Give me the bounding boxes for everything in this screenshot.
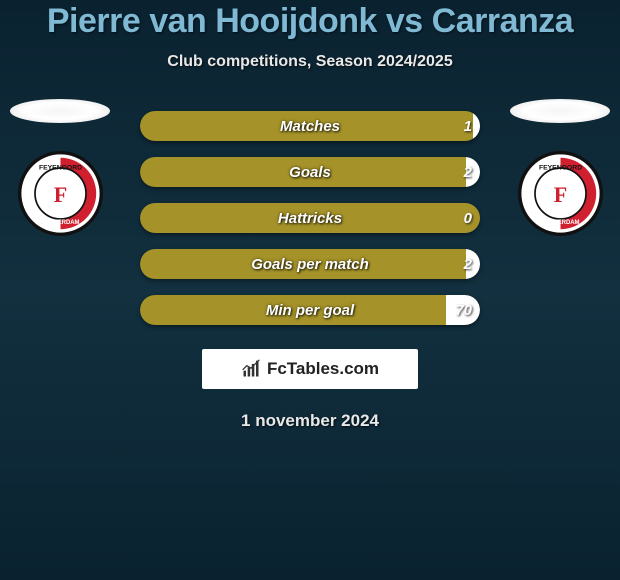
club-left-logo: FEYENOORD ROTTERDAM F bbox=[18, 151, 103, 236]
stat-fill-left bbox=[140, 111, 473, 141]
stat-fill-left bbox=[140, 249, 466, 279]
player-right: FEYENOORD ROTTERDAM F bbox=[510, 99, 610, 236]
player-right-avatar bbox=[510, 99, 610, 123]
svg-text:FEYENOORD: FEYENOORD bbox=[538, 165, 581, 172]
stat-fill-left bbox=[140, 157, 466, 187]
stats-list: Matches1 Goals2 Hattricks0 Goals per match2… bbox=[140, 111, 480, 325]
stat-fill-right bbox=[466, 157, 480, 187]
stat-fill-left bbox=[140, 203, 480, 233]
brand-chart-icon bbox=[241, 359, 261, 379]
club-right-logo: FEYENOORD ROTTERDAM F bbox=[518, 151, 603, 236]
stat-row: Min per goal70 bbox=[140, 295, 480, 325]
content: Pierre van Hooijdonk vs Carranza Club co… bbox=[0, 0, 620, 580]
stat-row: Hattricks0 bbox=[140, 203, 480, 233]
svg-text:ROTTERDAM: ROTTERDAM bbox=[41, 220, 79, 226]
brand-text: FcTables.com bbox=[267, 359, 379, 379]
stat-fill-left bbox=[140, 295, 446, 325]
page-title: Pierre van Hooijdonk vs Carranza bbox=[0, 2, 620, 41]
stat-row: Goals per match2 bbox=[140, 249, 480, 279]
svg-text:ROTTERDAM: ROTTERDAM bbox=[541, 220, 579, 226]
branding: FcTables.com bbox=[202, 349, 418, 389]
stat-fill-right bbox=[446, 295, 480, 325]
player-left: FEYENOORD ROTTERDAM F bbox=[10, 99, 110, 236]
stat-fill-right bbox=[473, 111, 480, 141]
stat-fill-right bbox=[466, 249, 480, 279]
date-label: 1 november 2024 bbox=[0, 411, 620, 431]
stat-row: Goals2 bbox=[140, 157, 480, 187]
page-subtitle: Club competitions, Season 2024/2025 bbox=[0, 53, 620, 71]
stat-row: Matches1 bbox=[140, 111, 480, 141]
player-left-avatar bbox=[10, 99, 110, 123]
svg-text:F: F bbox=[553, 182, 567, 207]
svg-text:F: F bbox=[53, 182, 67, 207]
main: FEYENOORD ROTTERDAM F FEYENOORD ROTTERDA… bbox=[0, 111, 620, 431]
svg-text:FEYENOORD: FEYENOORD bbox=[38, 165, 81, 172]
